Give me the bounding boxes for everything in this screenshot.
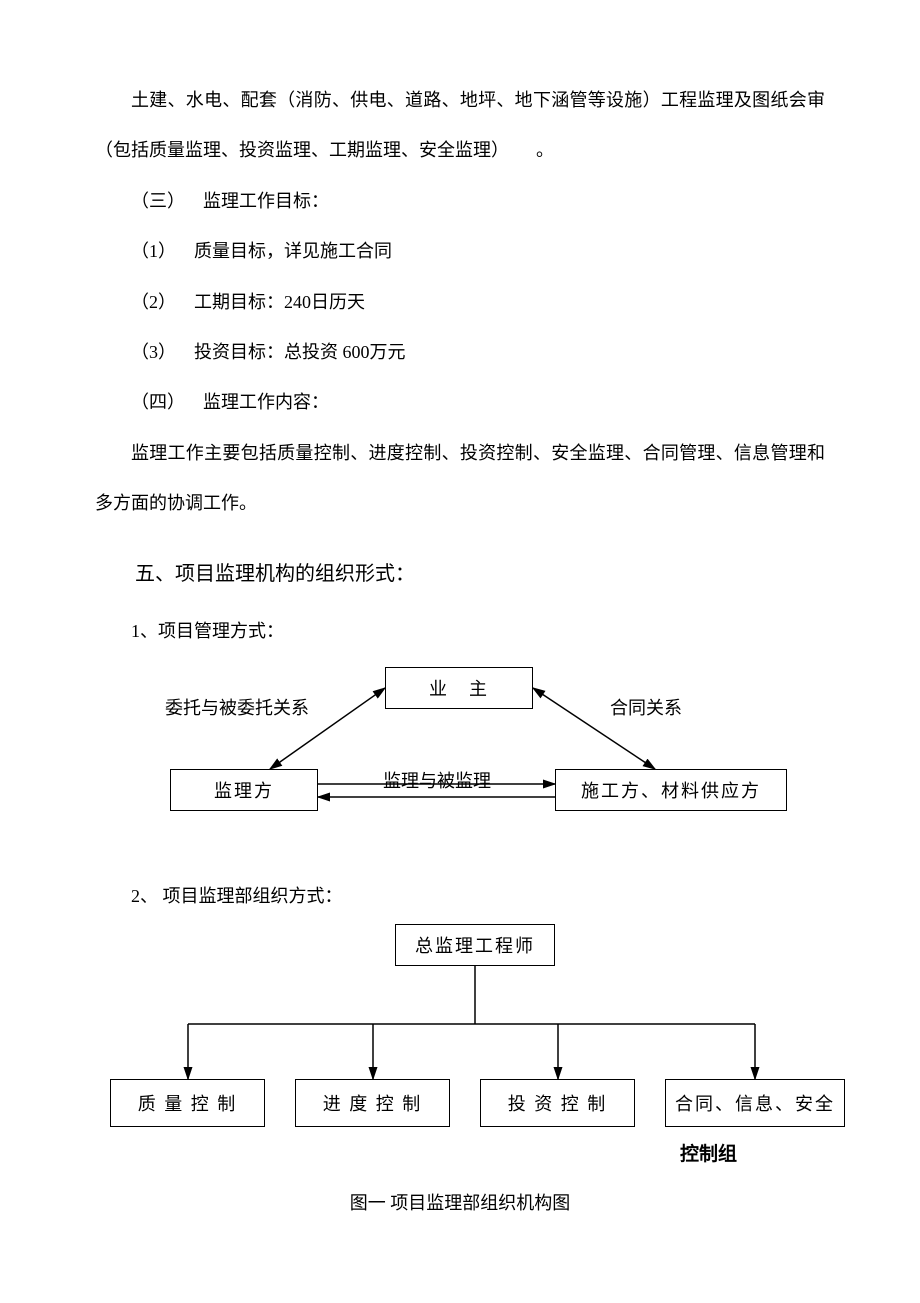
d2-box-n4: 合同、信息、安全	[665, 1079, 845, 1127]
d1-label-left: 委托与被委托关系	[165, 694, 309, 720]
paragraph-scope: 土建、水电、配套（消防、供电、道路、地坪、地下涵管等设施）工程监理及图纸会审（包…	[95, 75, 825, 176]
item-3-3: （3） 投资目标：总投资 600万元	[95, 327, 825, 377]
subhead-2: 2、 项目监理部组织方式：	[95, 874, 825, 919]
d2-box-top: 总监理工程师	[395, 924, 555, 966]
d1-label-right: 合同关系	[610, 694, 682, 720]
d2-box-n1: 质 量 控 制	[110, 1079, 265, 1127]
control-group-label: 控制组	[680, 1139, 737, 1166]
d2-box-n3: 投 资 控 制	[480, 1079, 635, 1127]
d2-box-n2: 进 度 控 制	[295, 1079, 450, 1127]
item-3-1: （1） 质量目标，详见施工合同	[95, 226, 825, 276]
d1-box-owner: 业 主	[385, 667, 533, 709]
subhead-1: 1、项目管理方式：	[95, 609, 825, 654]
d1-box-contr: 施工方、材料供应方	[555, 769, 787, 811]
diagram-management-mode: 业 主监理方 施工方、材料供应方 委托与被委托关系 合同关系监理与被监理	[95, 659, 825, 839]
heading-5: 五、项目监理机构的组织形式：	[95, 549, 825, 599]
figure-caption: 图一 项目监理部组织机构图	[95, 1189, 825, 1215]
d1-box-super: 监理方	[170, 769, 318, 811]
d1-label-bottom: 监理与被监理	[383, 767, 491, 793]
item-3-2: （2） 工期目标：240日历天	[95, 277, 825, 327]
section-4-para: 监理工作主要包括质量控制、进度控制、投资控制、安全监理、合同管理、信息管理和多方…	[95, 428, 825, 529]
section-4-title: （四） 监理工作内容：	[95, 377, 825, 427]
diagram-org-structure: 控制组 总监理工程师质 量 控 制进 度 控 制投 资 控 制合同、信息、安全	[95, 924, 825, 1174]
section-3-title: （三） 监理工作目标：	[95, 176, 825, 226]
